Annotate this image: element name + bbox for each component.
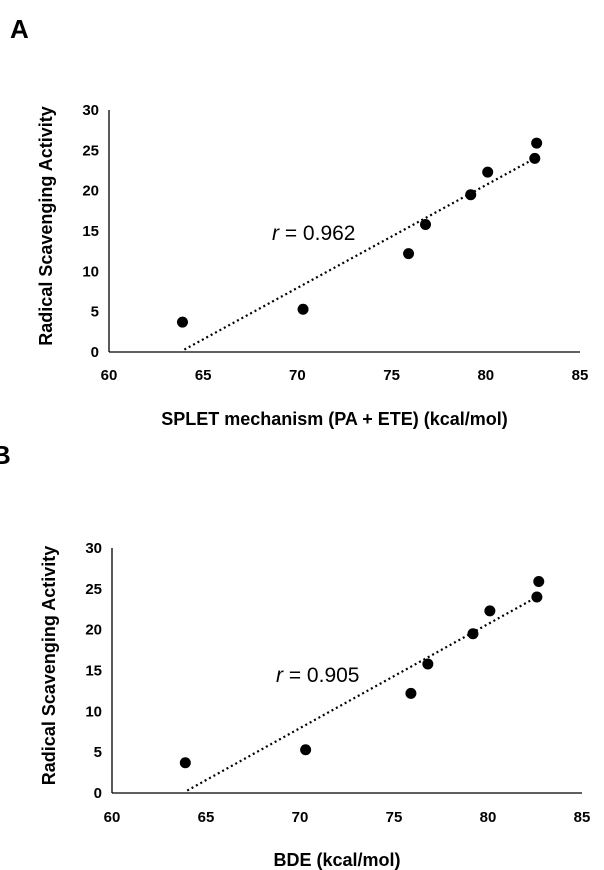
y-tick-label: 5 bbox=[91, 304, 99, 321]
x-tick-label: 70 bbox=[289, 367, 306, 384]
x-tick-label: 65 bbox=[198, 809, 215, 826]
data-point bbox=[465, 189, 477, 201]
data-point bbox=[531, 137, 543, 149]
y-tick-label: 0 bbox=[94, 785, 102, 802]
panel-label-a: A bbox=[10, 14, 29, 44]
data-point bbox=[179, 757, 191, 769]
data-point bbox=[176, 316, 188, 328]
trendline bbox=[186, 596, 538, 792]
data-point bbox=[403, 248, 415, 260]
data-point bbox=[405, 687, 417, 699]
y-tick-label: 25 bbox=[82, 142, 99, 159]
data-point bbox=[300, 744, 312, 756]
chart-panel-0: 0 5 10 15 20 25 30 60 65 70 75 80 85 r = 0.962 SPLET m… bbox=[36, 102, 588, 429]
data-point bbox=[482, 166, 494, 178]
y-axis-label: Radical Scavenging Activity bbox=[36, 106, 56, 345]
correlation-symbol: r bbox=[276, 664, 284, 687]
correlation-value: = 0.962 bbox=[279, 222, 355, 245]
x-tick-label: 85 bbox=[572, 367, 589, 384]
x-tick-label: 75 bbox=[386, 809, 403, 826]
y-tick-label: 10 bbox=[85, 703, 102, 720]
x-tick-label: 85 bbox=[574, 809, 591, 826]
x-tick-label: 75 bbox=[383, 367, 400, 384]
data-point bbox=[529, 152, 541, 164]
y-tick-label: 20 bbox=[85, 622, 102, 639]
y-tick-label: 20 bbox=[82, 183, 99, 200]
x-tick-label: 60 bbox=[101, 367, 118, 384]
x-tick-label: 80 bbox=[477, 367, 494, 384]
x-tick-label: 60 bbox=[104, 809, 121, 826]
correlation-annotation: r = 0.905 bbox=[276, 664, 359, 687]
y-tick-label: 30 bbox=[82, 102, 99, 119]
x-axis-label: BDE (kcal/mol) bbox=[273, 850, 400, 870]
y-tick-label: 25 bbox=[85, 581, 102, 598]
y-tick-label: 10 bbox=[82, 263, 99, 280]
data-point bbox=[484, 605, 496, 617]
data-point bbox=[297, 303, 309, 315]
data-point bbox=[533, 575, 545, 587]
y-tick-label: 15 bbox=[85, 663, 102, 680]
y-tick-label: 30 bbox=[85, 540, 102, 557]
data-point bbox=[420, 219, 432, 231]
data-point bbox=[531, 591, 543, 603]
y-tick-label: 15 bbox=[82, 223, 99, 240]
trendline bbox=[183, 157, 536, 351]
data-point bbox=[422, 658, 434, 670]
panel-label-b: B bbox=[0, 440, 11, 470]
chart-panel-1: 0 5 10 15 20 25 30 60 65 70 75 80 85 r = 0.905 BDE (kc… bbox=[39, 540, 590, 870]
correlation-annotation: r = 0.962 bbox=[272, 222, 355, 245]
y-axis-label: Radical Scavenging Activity bbox=[39, 546, 59, 785]
data-point bbox=[467, 628, 479, 640]
correlation-value: = 0.905 bbox=[283, 664, 359, 687]
y-tick-label: 5 bbox=[94, 744, 102, 761]
y-tick-label: 0 bbox=[91, 344, 99, 361]
x-tick-label: 65 bbox=[195, 367, 212, 384]
x-tick-label: 80 bbox=[480, 809, 497, 826]
x-tick-label: 70 bbox=[292, 809, 309, 826]
correlation-symbol: r bbox=[272, 222, 280, 245]
x-axis-label: SPLET mechanism (PA + ETE) (kcal/mol) bbox=[161, 409, 508, 429]
